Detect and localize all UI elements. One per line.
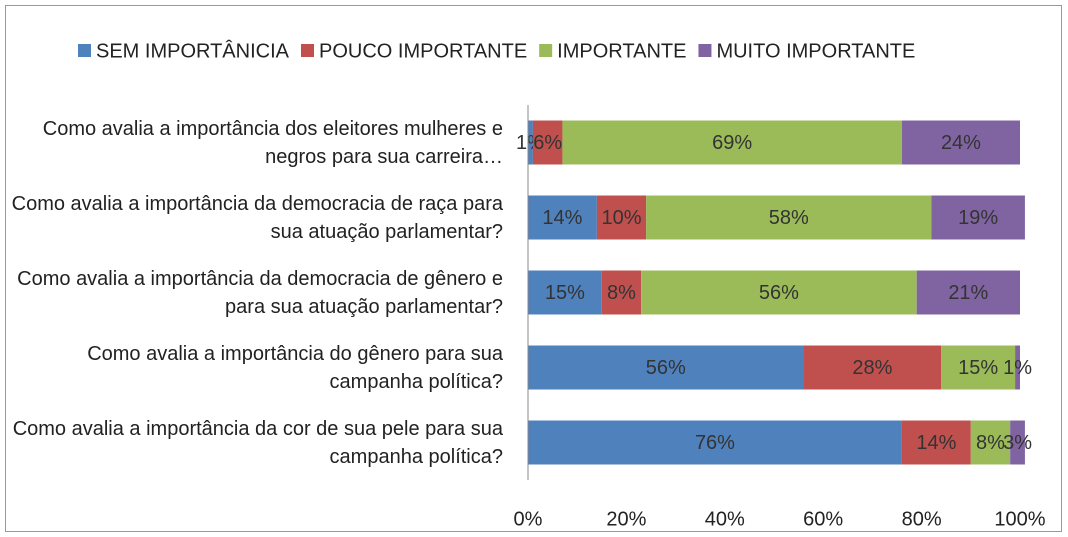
x-tick-label: 20% — [606, 508, 646, 530]
data-label: 56% — [759, 282, 799, 304]
x-tick-label: 60% — [803, 508, 843, 530]
bar-segment — [901, 120, 1020, 165]
data-label: 8% — [976, 432, 1005, 454]
data-label: 14% — [542, 207, 582, 229]
data-label: 24% — [941, 132, 981, 154]
data-label: 15% — [958, 357, 998, 379]
legend-swatch — [698, 44, 712, 57]
bar-segment — [532, 120, 563, 165]
legend-label: IMPORTANTE — [557, 40, 686, 62]
bar-segment — [931, 195, 1025, 240]
bar-segment — [1010, 420, 1025, 465]
bar-segment — [1015, 345, 1020, 390]
bar-segment — [528, 345, 804, 390]
x-tick-label: 100% — [994, 508, 1045, 530]
data-label: 56% — [646, 357, 686, 379]
bar-segment — [528, 270, 602, 315]
category-label: Como avalia a importância da cor de sua … — [12, 417, 503, 468]
legend-label: MUITO IMPORTANTE — [716, 40, 915, 62]
bar-segment — [916, 270, 1020, 315]
bar-segment — [601, 270, 642, 315]
category-label: Como avalia a importância da democracia … — [11, 192, 503, 243]
data-label: 6% — [533, 132, 562, 154]
bar-segment — [528, 420, 902, 465]
category-label: Como avalia a importância da democracia … — [17, 267, 503, 318]
bar-segment — [528, 195, 597, 240]
x-tick-label: 0% — [514, 508, 543, 530]
data-label: 14% — [916, 432, 956, 454]
data-label: 19% — [958, 207, 998, 229]
legend-swatch — [78, 44, 91, 57]
legend-label: SEM IMPORTÂNICIA — [96, 39, 290, 62]
data-label: 15% — [545, 282, 585, 304]
data-label: 3% — [1003, 432, 1032, 454]
bar-segment — [970, 420, 1011, 465]
data-label: 1% — [1003, 357, 1032, 379]
bar-segment — [901, 420, 971, 465]
bar-segment — [596, 195, 647, 240]
category-label: Como avalia a importância do gênero para… — [87, 342, 503, 393]
legend-label: POUCO IMPORTANTE — [319, 40, 527, 62]
bar-segment — [528, 120, 533, 165]
bar-segment — [646, 195, 932, 240]
category-label: Como avalia a importância dos eleitores … — [42, 117, 503, 168]
data-label: 69% — [712, 132, 752, 154]
data-label: 10% — [601, 207, 641, 229]
legend-swatch — [301, 44, 314, 57]
bar-segment — [641, 270, 917, 315]
legend-swatch — [539, 44, 553, 57]
bar-segment — [941, 345, 1016, 390]
data-label: 28% — [852, 357, 892, 379]
data-label: 58% — [769, 207, 809, 229]
x-tick-label: 40% — [705, 508, 745, 530]
data-label: 8% — [607, 282, 636, 304]
bar-segment — [803, 345, 942, 390]
bar-segment — [562, 120, 902, 165]
x-tick-label: 80% — [902, 508, 942, 530]
data-label: 76% — [695, 432, 735, 454]
data-label: 21% — [948, 282, 988, 304]
